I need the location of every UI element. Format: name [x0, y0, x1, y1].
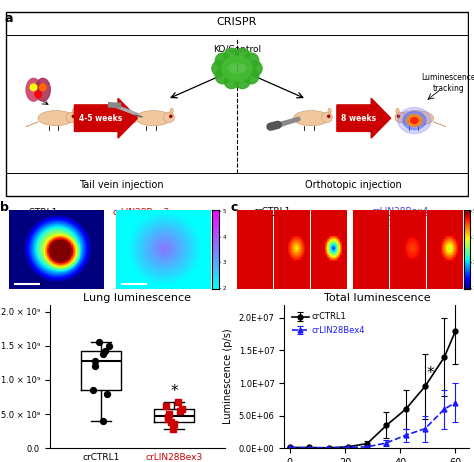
Ellipse shape: [73, 109, 76, 113]
Point: [171, 420, 178, 428]
Point: [91, 363, 99, 370]
Ellipse shape: [407, 115, 422, 127]
Ellipse shape: [26, 79, 41, 101]
Ellipse shape: [411, 118, 418, 123]
Ellipse shape: [403, 111, 426, 129]
Ellipse shape: [136, 110, 171, 126]
Point: [164, 414, 172, 421]
Ellipse shape: [38, 110, 73, 126]
Point: [167, 419, 174, 426]
Circle shape: [215, 53, 230, 68]
Ellipse shape: [164, 112, 174, 122]
Ellipse shape: [170, 109, 173, 113]
Circle shape: [235, 73, 250, 89]
Text: d21: d21: [380, 219, 394, 228]
Point: [99, 350, 107, 358]
Text: d21: d21: [256, 219, 271, 228]
Text: a: a: [4, 12, 13, 24]
Text: 8 weeks: 8 weeks: [341, 114, 376, 122]
Point: [91, 357, 99, 365]
Circle shape: [247, 61, 262, 76]
Circle shape: [39, 84, 46, 91]
Text: Luminescence
tracking: Luminescence tracking: [421, 73, 474, 93]
Point: [90, 387, 97, 394]
Circle shape: [30, 84, 37, 91]
Ellipse shape: [293, 110, 329, 126]
Text: c: c: [230, 201, 237, 214]
Text: d60: d60: [276, 219, 291, 228]
FancyBboxPatch shape: [6, 12, 468, 196]
Point: [95, 339, 102, 346]
Circle shape: [212, 61, 227, 76]
Ellipse shape: [398, 110, 434, 126]
Point: [103, 390, 111, 397]
Circle shape: [224, 73, 239, 89]
Text: crLIN28Bex3: crLIN28Bex3: [113, 208, 170, 217]
Text: 4-5 weeks: 4-5 weeks: [79, 114, 122, 122]
Point: [164, 416, 172, 423]
Point: [169, 426, 177, 433]
Circle shape: [35, 91, 41, 98]
Legend: crCTRL1, crLIN28Bex4: crCTRL1, crLIN28Bex4: [289, 309, 369, 338]
Text: b: b: [0, 201, 9, 214]
Title: Lung luminescence: Lung luminescence: [83, 293, 191, 303]
Ellipse shape: [36, 79, 50, 101]
Circle shape: [328, 116, 330, 117]
Point: [176, 407, 183, 414]
Circle shape: [397, 116, 400, 117]
Text: *: *: [170, 384, 178, 399]
Text: d60: d60: [399, 219, 414, 228]
Ellipse shape: [66, 112, 77, 122]
Circle shape: [170, 116, 172, 117]
Text: Orthotopic injection: Orthotopic injection: [305, 180, 401, 190]
Ellipse shape: [395, 112, 406, 122]
Ellipse shape: [321, 112, 332, 122]
Text: KO/Control: KO/Control: [213, 45, 261, 54]
Circle shape: [235, 48, 250, 63]
Ellipse shape: [222, 56, 252, 81]
Text: crLIN28Bex4: crLIN28Bex4: [371, 207, 428, 216]
Title: Total luminescence: Total luminescence: [324, 293, 430, 303]
Circle shape: [244, 53, 259, 68]
FancyBboxPatch shape: [74, 98, 137, 138]
Ellipse shape: [328, 109, 331, 113]
Circle shape: [244, 69, 259, 84]
Point: [165, 410, 173, 418]
Point: [162, 402, 169, 409]
FancyBboxPatch shape: [337, 98, 391, 138]
Point: [174, 398, 182, 406]
Text: CRISPR: CRISPR: [217, 18, 257, 28]
Text: Tail vein injection: Tail vein injection: [79, 180, 163, 190]
Circle shape: [215, 69, 230, 84]
Point: [101, 347, 109, 355]
Text: crCTRL1: crCTRL1: [20, 208, 57, 217]
Point: [105, 342, 113, 350]
Ellipse shape: [396, 109, 399, 113]
Circle shape: [224, 48, 239, 63]
Y-axis label: Luminescence (p/s): Luminescence (p/s): [223, 329, 233, 424]
Point: [178, 405, 186, 412]
Text: crCTRL1: crCTRL1: [253, 207, 291, 216]
Circle shape: [72, 116, 74, 117]
Text: *: *: [427, 366, 435, 381]
Point: [99, 417, 107, 425]
Ellipse shape: [398, 108, 431, 134]
Text: d0: d0: [362, 219, 372, 228]
Text: d0: d0: [239, 219, 249, 228]
